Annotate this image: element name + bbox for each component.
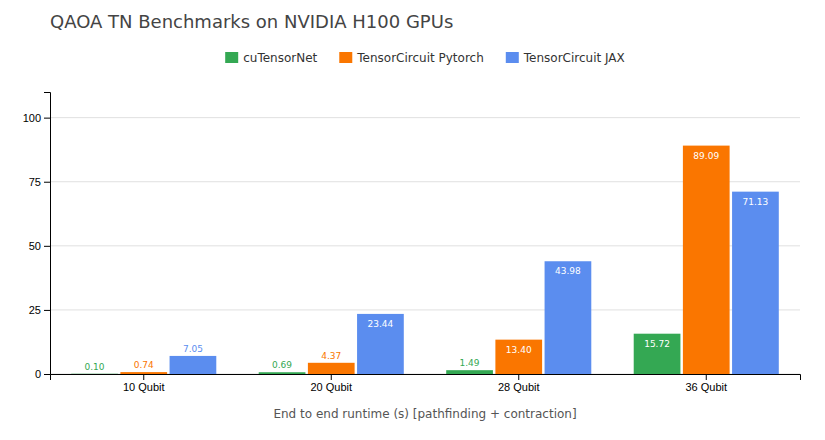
legend-item: cuTensorNet — [225, 51, 317, 65]
data-label: 71.13 — [743, 197, 769, 207]
x-axis-title: End to end runtime (s) [pathfinding + co… — [273, 407, 576, 421]
legend-swatch — [339, 52, 352, 63]
y-tick: 100 — [23, 112, 50, 124]
y-axis-line — [44, 93, 51, 375]
y-tick-mark — [44, 246, 50, 247]
x-tick-mark — [143, 374, 144, 380]
x-tick-label: 36 Qubit — [685, 381, 727, 393]
y-tick: 75 — [29, 176, 50, 188]
legend-swatch — [506, 52, 519, 63]
y-tick-mark — [44, 374, 50, 375]
y-tick-mark — [44, 310, 50, 311]
bar — [634, 334, 681, 374]
x-axis: 10 Qubit 20 Qubit 28 Qubit 36 Qubit — [51, 374, 801, 393]
legend-item: TensorCircuit Pytorch — [339, 51, 484, 65]
y-tick-label: 25 — [29, 304, 41, 316]
bar — [545, 261, 592, 374]
y-axis: 0 25 50 75 100 — [23, 93, 51, 381]
data-label: 1.49 — [460, 358, 480, 368]
bar — [495, 340, 542, 374]
x-tick-label: 10 Qubit — [123, 381, 165, 393]
y-tick: 0 — [35, 368, 50, 380]
bar — [170, 356, 217, 374]
data-label: 43.98 — [555, 266, 581, 276]
bar — [446, 370, 493, 374]
data-labels: 0.10 0.69 1.49 15.72 0.74 4.37 13.40 89.09 7.05 2… — [85, 151, 769, 372]
bars — [71, 146, 779, 374]
y-tick-mark — [44, 118, 50, 119]
x-tick-mark — [518, 374, 519, 380]
bar — [732, 192, 779, 374]
x-tick-mark — [331, 374, 332, 380]
bar — [71, 373, 118, 374]
y-tick: 50 — [29, 240, 50, 252]
bar — [357, 314, 404, 374]
y-tick: 25 — [29, 304, 50, 316]
bar — [120, 372, 167, 374]
x-axis-line — [51, 375, 801, 381]
grid — [50, 118, 800, 374]
data-label: 4.37 — [321, 351, 341, 361]
x-tick: 28 Qubit — [498, 374, 540, 393]
data-label: 13.40 — [506, 345, 532, 355]
data-label: 15.72 — [644, 339, 670, 349]
x-tick-label: 20 Qubit — [310, 381, 352, 393]
y-tick-mark — [44, 182, 50, 183]
data-label: 7.05 — [183, 344, 203, 354]
bar — [259, 372, 306, 374]
y-tick-label: 100 — [23, 112, 41, 124]
x-tick: 36 Qubit — [685, 374, 727, 393]
legend-item: TensorCircuit JAX — [506, 51, 625, 65]
data-label: 89.09 — [693, 151, 719, 161]
x-tick-mark — [706, 374, 707, 380]
chart: QAOA TN Benchmarks on NVIDIA H100 GPUs 0 2… — [0, 0, 825, 440]
legend-label: cuTensorNet — [243, 51, 317, 65]
legend-swatch — [225, 52, 238, 63]
x-tick: 20 Qubit — [310, 374, 352, 393]
x-tick: 10 Qubit — [123, 374, 165, 393]
bar — [308, 363, 355, 374]
legend: cuTensorNet TensorCircuit Pytorch TensorCi… — [225, 51, 625, 65]
bar — [683, 146, 730, 374]
grid-line — [50, 117, 800, 118]
data-label: 0.69 — [272, 360, 292, 370]
data-label: 0.74 — [134, 360, 154, 370]
y-tick-label: 0 — [35, 368, 41, 380]
x-tick-label: 28 Qubit — [498, 381, 540, 393]
data-label: 0.10 — [85, 362, 105, 372]
title: QAOA TN Benchmarks on NVIDIA H100 GPUs — [50, 11, 453, 32]
y-tick-label: 75 — [29, 176, 41, 188]
data-label: 23.44 — [368, 319, 394, 329]
y-tick-label: 50 — [29, 240, 41, 252]
legend-label: TensorCircuit Pytorch — [356, 51, 484, 65]
plot: 0 25 50 75 100 10 Qubit 20 Qubit 28 Qubit 36 Qub… — [23, 93, 801, 393]
legend-label: TensorCircuit JAX — [523, 51, 625, 65]
